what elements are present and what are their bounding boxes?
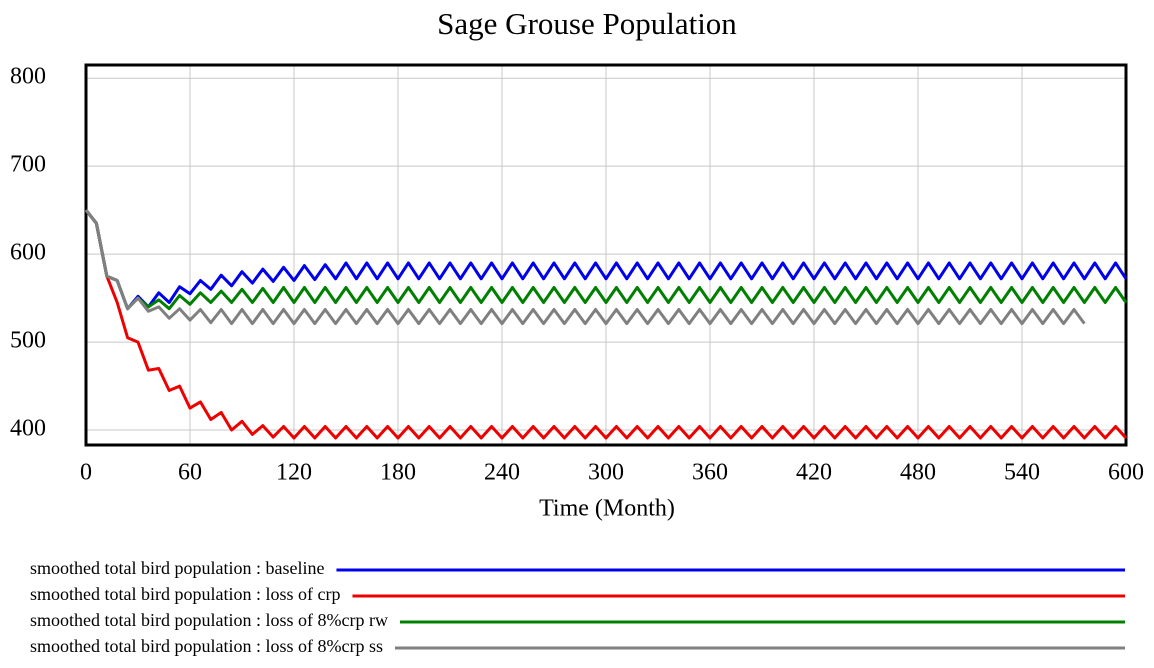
- x-axis-label: Time (Month): [539, 496, 675, 522]
- x-tick-label: 600: [1108, 460, 1144, 486]
- legend-label: smoothed total bird population : loss of…: [30, 610, 388, 630]
- series-line: [84, 209, 1086, 326]
- x-tick-label: 240: [484, 460, 520, 486]
- y-tick-label: 700: [10, 152, 46, 178]
- y-tick-label: 800: [10, 64, 46, 90]
- legend-label: smoothed total bird population : loss of…: [30, 636, 383, 656]
- x-tick-label: 60: [178, 460, 202, 486]
- series-line: [84, 209, 1128, 311]
- x-tick-label: 120: [276, 460, 312, 486]
- x-tick-label: 0: [80, 460, 92, 486]
- x-tick-label: 480: [900, 460, 936, 486]
- x-tick-label: 540: [1004, 460, 1040, 486]
- series-line: [84, 209, 1128, 440]
- x-tick-label: 300: [588, 460, 624, 486]
- legend-label: smoothed total bird population : loss of…: [30, 584, 340, 604]
- x-tick-label: 360: [692, 460, 728, 486]
- plot-frame: [84, 63, 1128, 447]
- series-line: [84, 209, 1128, 311]
- y-tick-label: 400: [10, 416, 46, 442]
- y-tick-label: 600: [10, 240, 46, 266]
- y-tick-label: 500: [10, 328, 46, 354]
- x-tick-label: 180: [380, 460, 416, 486]
- chart-title: Sage Grouse Population: [437, 6, 737, 41]
- legend-label: smoothed total bird population : baselin…: [30, 558, 324, 578]
- x-tick-label: 420: [796, 460, 832, 486]
